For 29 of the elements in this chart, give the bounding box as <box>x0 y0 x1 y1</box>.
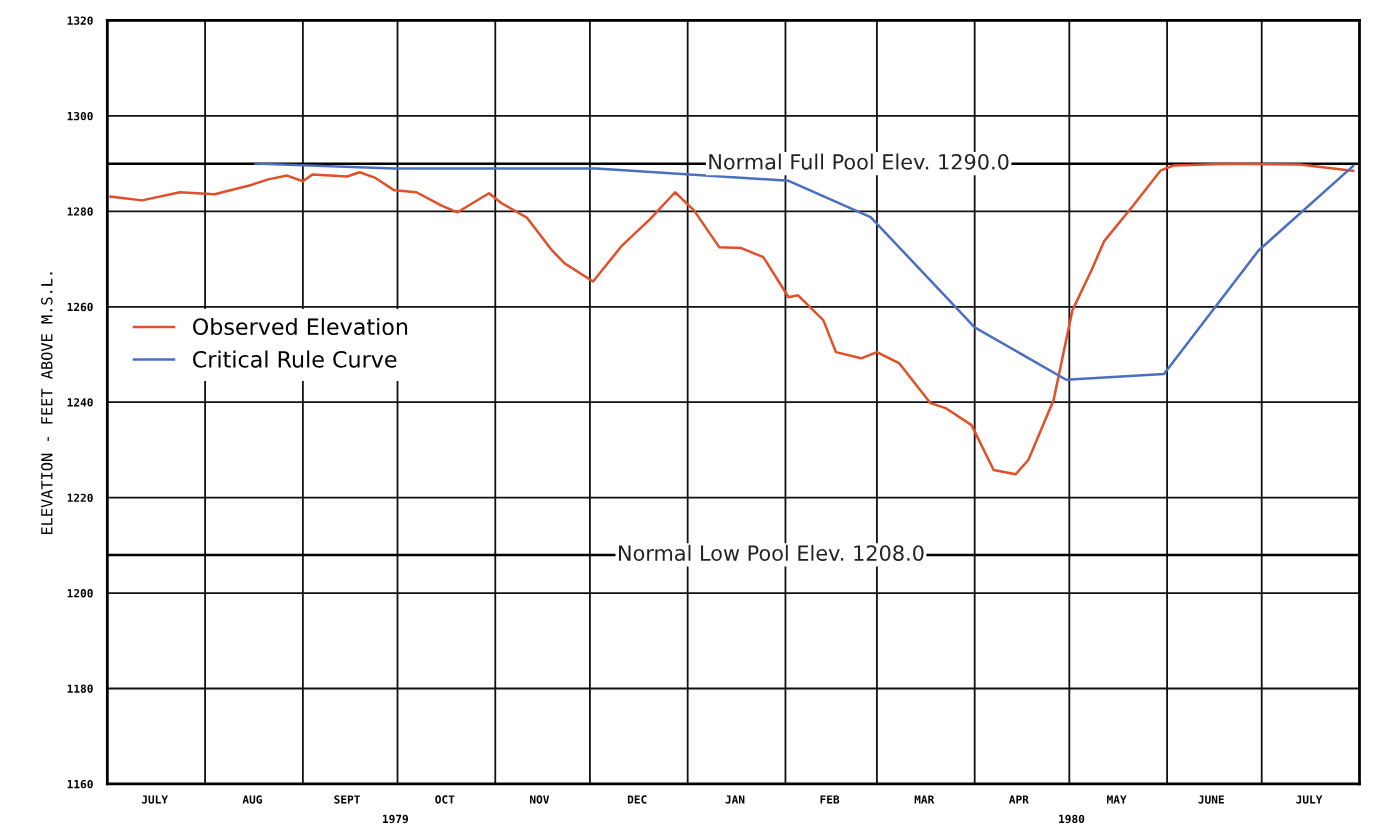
x-tick-label: MAY <box>1107 795 1127 804</box>
text: 1979 <box>382 814 408 824</box>
y-tick-label: 1300 <box>67 111 93 121</box>
x-tick-label: DEC <box>627 795 647 804</box>
x-tick-label: FEB <box>820 795 840 804</box>
y-tick-label: 1180 <box>67 684 93 693</box>
y-tick-label: 1200 <box>67 589 93 598</box>
y-axis-title: ELEVATION - FEET ABOVE M.S.L. <box>41 272 53 535</box>
y-tick-label: 1240 <box>67 398 93 407</box>
x-tick-label: JUNE <box>1198 795 1224 804</box>
x-tick-label: OCT <box>435 795 455 804</box>
x-tick-label: MAR <box>914 795 935 804</box>
y-tick-label: 1280 <box>67 207 93 216</box>
x-tick-label: JAN <box>725 795 745 804</box>
x-tick-label: JULY <box>1296 795 1323 804</box>
text: 1980 <box>1059 814 1085 824</box>
legend-label: Critical Rule Curve <box>193 350 397 368</box>
ref-line-label: Normal Full Pool Elev. 1290.0 <box>709 153 1009 170</box>
x-tick-label: SEPT <box>334 795 360 804</box>
x-tick-label: AUG <box>242 795 262 804</box>
y-tick-label: 1160 <box>67 779 93 789</box>
y-tick-label: 1260 <box>67 302 93 312</box>
legend-label: Observed Elevation <box>193 317 408 336</box>
x-tick-label: NOV <box>530 795 550 804</box>
y-tick-label: 1320 <box>67 16 93 25</box>
ref-line-label: Normal Low Pool Elev. 1208.0 <box>619 544 924 561</box>
x-tick-label: APR <box>1008 795 1029 804</box>
y-tick-label: 1220 <box>67 493 93 503</box>
x-tick-label: JULY <box>141 795 168 804</box>
